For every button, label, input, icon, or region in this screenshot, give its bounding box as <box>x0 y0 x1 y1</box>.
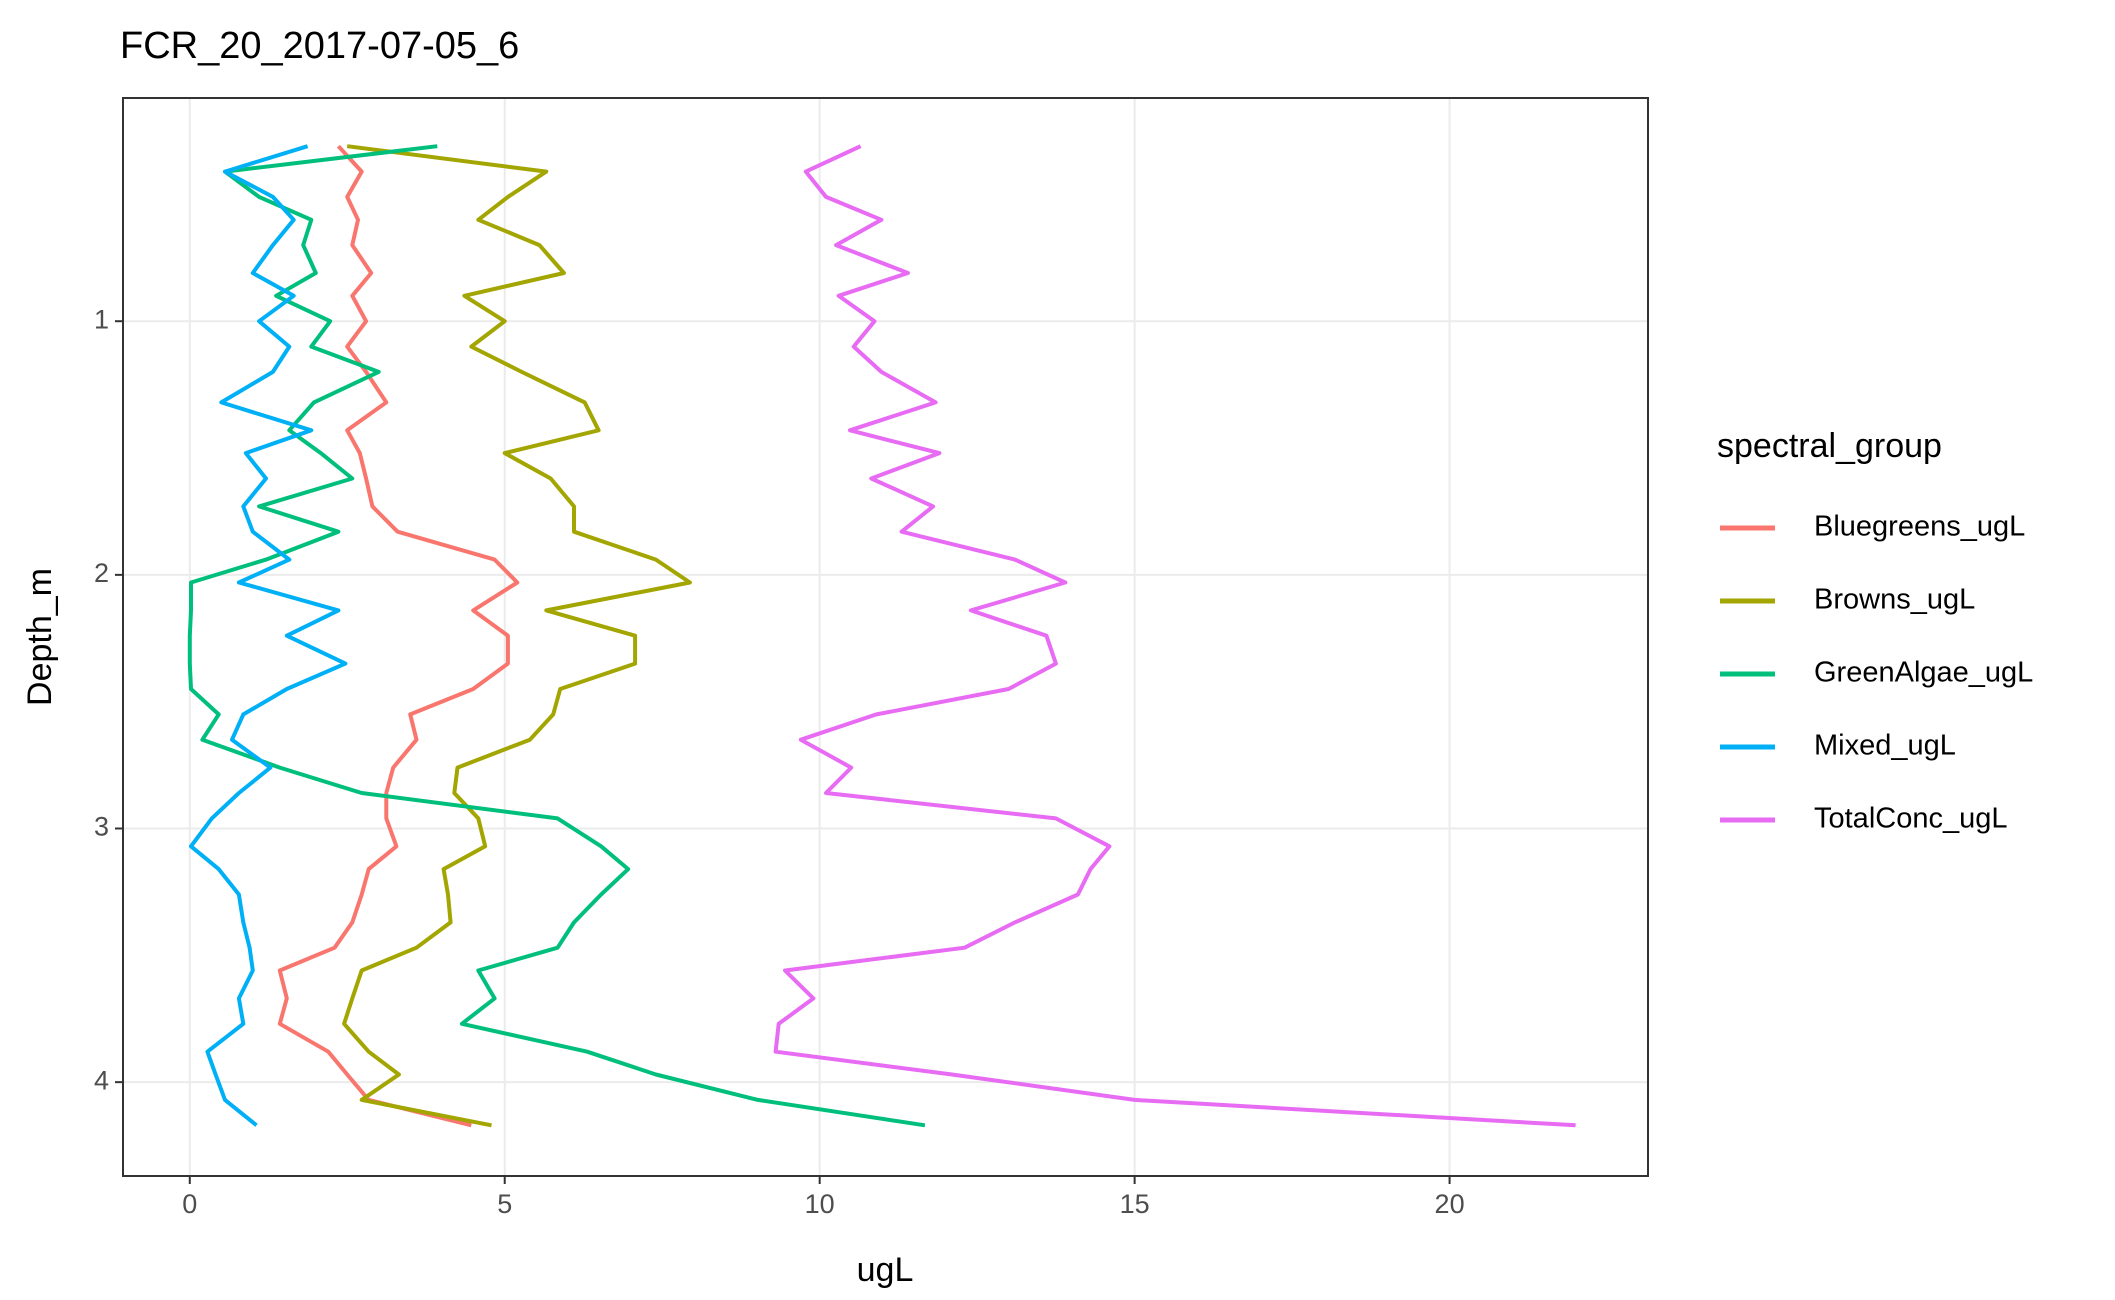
legend-label: Mixed_ugL <box>1814 730 1956 762</box>
x-tick-label: 0 <box>182 1189 197 1219</box>
plot-border <box>122 97 1649 1177</box>
series-line <box>187 144 926 1128</box>
legend-label: GreenAlgae_ugL <box>1814 657 2033 689</box>
chart-title: FCR_20_2017-07-05_6 <box>120 25 519 67</box>
series-line <box>342 144 692 1128</box>
legend-label: TotalConc_ugL <box>1814 803 2007 835</box>
plot-background <box>123 98 1648 1176</box>
x-tick-label: 15 <box>1120 1189 1150 1219</box>
y-tick-label: 1 <box>94 304 109 334</box>
legend-title: spectral_group <box>1717 427 1942 465</box>
x-tick-label: 5 <box>497 1189 512 1219</box>
x-tick-label: 20 <box>1435 1189 1465 1219</box>
x-tick-label: 10 <box>805 1189 835 1219</box>
y-axis-title: Depth_m <box>21 568 59 706</box>
legend-label: Browns_ugL <box>1814 584 1975 616</box>
y-tick-label: 4 <box>94 1065 109 1095</box>
y-tick-label: 2 <box>94 558 109 588</box>
series-line <box>277 144 520 1128</box>
legend-label: Bluegreens_ugL <box>1814 511 2025 543</box>
series-line <box>189 144 348 1127</box>
series-line <box>773 144 1576 1128</box>
y-tick-label: 3 <box>94 812 109 842</box>
x-axis-title: ugL <box>857 1251 914 1289</box>
